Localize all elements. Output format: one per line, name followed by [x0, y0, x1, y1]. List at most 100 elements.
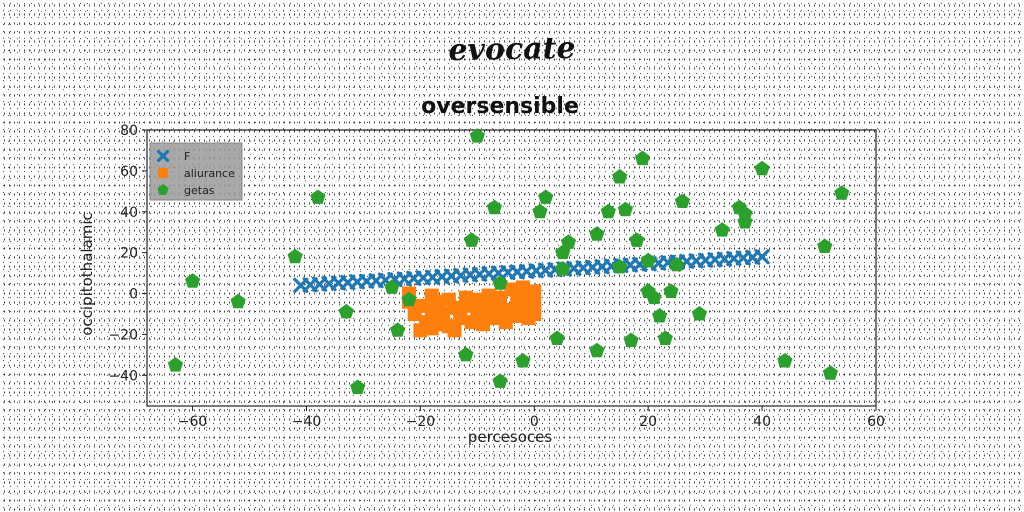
- data-point: [754, 249, 770, 265]
- data-point: [464, 315, 479, 330]
- plot-area: [146, 129, 877, 407]
- x-tick-label: −20: [406, 414, 436, 430]
- data-point: [560, 234, 577, 249]
- data-point: [447, 323, 462, 338]
- data-point: [510, 309, 525, 324]
- data-point: [424, 321, 439, 336]
- data-point: [669, 256, 685, 272]
- data-point: [652, 308, 668, 323]
- legend-item: getas: [157, 184, 215, 197]
- legend-item: F: [156, 149, 190, 163]
- legend-marker: [158, 168, 168, 178]
- axes-frame: [146, 129, 877, 407]
- legend-item: aliurance: [158, 167, 235, 180]
- data-point: [441, 292, 456, 307]
- data-point: [663, 283, 679, 298]
- data-point: [737, 214, 753, 229]
- data-point: [230, 293, 246, 309]
- data-point: [384, 279, 400, 294]
- data-point: [413, 323, 428, 338]
- legend-marker: [157, 184, 169, 195]
- data-point: [532, 203, 548, 219]
- data-point: [834, 185, 850, 200]
- data-point: [549, 330, 565, 345]
- data-point: [469, 128, 485, 143]
- data-point: [623, 332, 639, 347]
- data-point: [612, 169, 628, 184]
- data-point: [646, 289, 662, 305]
- y-tick-label: 60: [120, 164, 138, 180]
- data-point: [486, 199, 502, 215]
- data-point: [634, 150, 651, 166]
- y-axis-label: occipitothalamic: [78, 212, 96, 336]
- data-point: [617, 201, 633, 217]
- data-point: [515, 353, 531, 368]
- series-getas: [167, 128, 850, 395]
- data-point: [487, 302, 502, 317]
- data-point: [464, 232, 480, 247]
- y-tick-label: 80: [120, 123, 138, 139]
- x-tick-label: 0: [530, 414, 539, 430]
- y-tick-label: −20: [108, 327, 138, 343]
- data-point: [390, 322, 406, 337]
- data-point: [521, 290, 536, 305]
- data-point: [481, 288, 496, 303]
- data-point: [167, 357, 184, 372]
- data-point: [737, 205, 753, 221]
- data-point: [464, 298, 479, 313]
- data-point: [640, 252, 656, 268]
- data-point: [492, 275, 508, 290]
- y-tick-label: −40: [108, 368, 138, 384]
- x-tick-label: 20: [639, 414, 657, 430]
- data-point: [822, 365, 838, 380]
- legend-marker: [156, 149, 170, 163]
- legend-label: F: [184, 150, 190, 163]
- series-aliurance: [401, 280, 542, 338]
- data-point: [754, 160, 770, 176]
- data-point: [657, 330, 673, 345]
- data-point: [401, 291, 417, 307]
- data-point: [430, 294, 445, 309]
- data-point: [476, 317, 491, 332]
- data-point: [453, 307, 468, 321]
- legend-label: aliurance: [184, 167, 235, 180]
- data-point: [350, 379, 366, 395]
- data-point: [498, 304, 513, 319]
- data-point: [674, 193, 690, 208]
- y-tick-label: 0: [129, 287, 138, 303]
- data-point: [589, 226, 605, 241]
- data-point: [691, 306, 708, 321]
- data-point: [527, 307, 542, 321]
- data-point: [492, 373, 508, 388]
- x-tick-label: 60: [867, 414, 885, 430]
- data-point: [338, 304, 354, 319]
- data-point: [600, 203, 616, 219]
- data-point: [555, 261, 571, 276]
- data-point: [629, 232, 645, 247]
- data-point: [777, 353, 793, 368]
- data-point: [287, 248, 303, 264]
- x-tick-label: 40: [753, 414, 771, 430]
- data-point: [407, 307, 422, 321]
- data-point: [510, 292, 525, 307]
- data-point: [589, 342, 605, 358]
- data-point: [817, 238, 833, 253]
- data-point: [436, 317, 451, 332]
- data-point: [458, 346, 474, 362]
- y-tick-label: 40: [120, 205, 138, 221]
- chart-marks: [167, 128, 850, 395]
- data-point: [310, 189, 326, 204]
- y-tick-label: 20: [120, 246, 138, 262]
- data-point: [714, 222, 730, 237]
- data-point: [612, 259, 628, 274]
- legend-label: getas: [184, 184, 215, 197]
- x-tick-label: −60: [178, 414, 208, 430]
- data-point: [493, 290, 508, 305]
- data-point: [185, 273, 201, 288]
- x-tick-label: −40: [292, 414, 322, 430]
- axis-ticks: −60 −40 −20 0 20 40 60 −40 −20 0 20 40 60 80: [108, 123, 884, 430]
- chart-title: oversensible: [421, 94, 579, 119]
- data-point: [538, 189, 554, 204]
